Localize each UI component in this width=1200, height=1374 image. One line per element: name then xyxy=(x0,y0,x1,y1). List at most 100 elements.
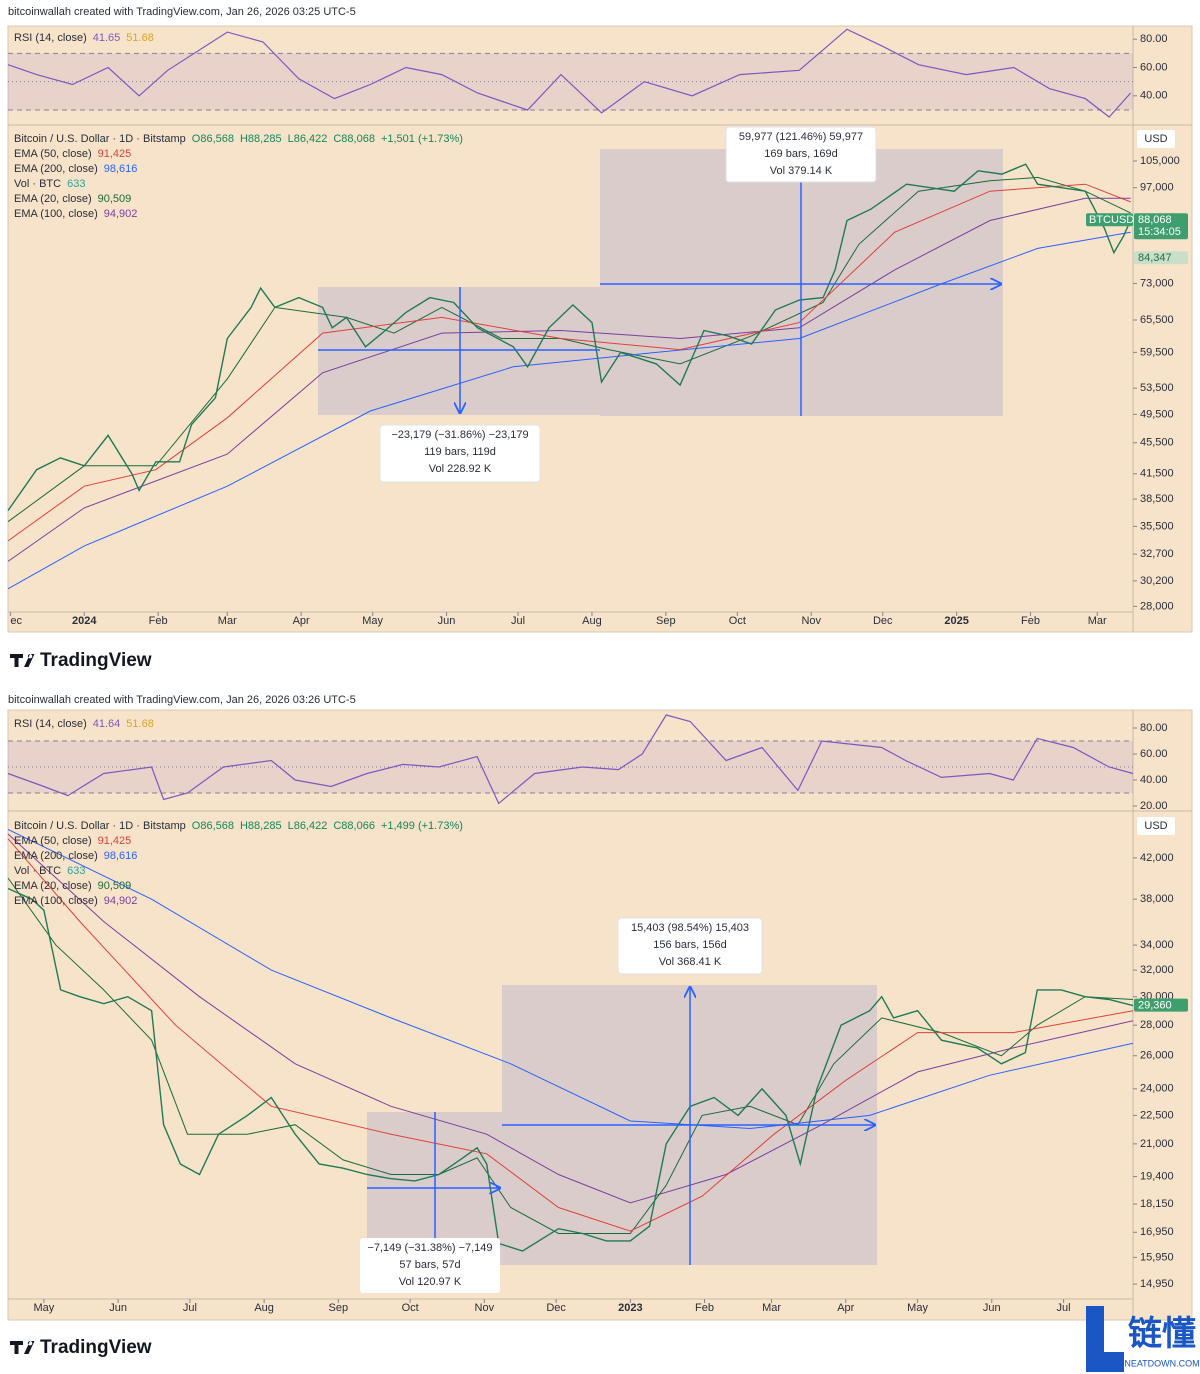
y-tick-label: 59,500 xyxy=(1140,346,1174,358)
y-tick-label: 41,500 xyxy=(1140,468,1174,480)
y-tick-label: 22,500 xyxy=(1140,1109,1174,1121)
y-tick-label: 30,200 xyxy=(1140,575,1174,587)
y-tick-label: 45,500 xyxy=(1140,437,1174,449)
x-tick-label: Feb xyxy=(149,615,168,627)
measure-label: 15,403 (98.54%) 15,403 xyxy=(631,922,749,934)
measure-label: 119 bars, 119d xyxy=(424,446,496,458)
legend-value: 94,902 xyxy=(104,208,138,220)
legend-title: Bitcoin / U.S. Dollar · 1D · Bitstamp xyxy=(14,133,186,145)
x-tick-label: Sep xyxy=(329,1302,349,1314)
measure-label: Vol 379.14 K xyxy=(770,165,833,177)
price-label-box xyxy=(1134,251,1188,265)
legend-value: 98,616 xyxy=(104,163,138,175)
x-tick-label: May xyxy=(34,1302,55,1314)
rsi-legend-value: 41.64 xyxy=(93,718,121,730)
measure-label: Vol 120.97 K xyxy=(399,1276,462,1288)
legend-title: Bitcoin / U.S. Dollar · 1D · Bitstamp xyxy=(14,820,186,832)
rsi-line xyxy=(7,714,1134,805)
rsi-band xyxy=(8,741,1133,794)
legend-value: 90,509 xyxy=(98,193,132,205)
measure-label: Vol 368.41 K xyxy=(659,956,722,968)
x-tick-label: Apr xyxy=(293,615,310,627)
legend-name: EMA (50, close) xyxy=(14,835,92,847)
legend-ohlc: +1,501 (+1.73%) xyxy=(381,133,463,145)
y-tick-label: 38,000 xyxy=(1140,893,1174,905)
symbol-label: BTCUSD xyxy=(1089,214,1134,226)
legend-value: 98,616 xyxy=(104,850,138,862)
x-tick-label: Jul xyxy=(183,1302,197,1314)
measure-label-box xyxy=(725,126,877,183)
legend-value: 91,425 xyxy=(98,835,132,847)
x-tick-label: 2024 xyxy=(72,615,97,627)
legend-ohlc: C88,066 xyxy=(333,820,375,832)
x-tick-label: Mar xyxy=(762,1302,781,1314)
y-tick-label: 97,000 xyxy=(1140,182,1174,194)
x-tick-label: Dec xyxy=(546,1302,566,1314)
rsi-tick-label: 60.00 xyxy=(1140,61,1168,73)
legend-name: EMA (100, close) xyxy=(14,208,98,220)
legend-name: EMA (20, close) xyxy=(14,193,92,205)
x-tick-label: Dec xyxy=(873,615,893,627)
legend-name: EMA (50, close) xyxy=(14,148,92,160)
watermark-url: NEATDOWN.COM xyxy=(1124,1358,1199,1368)
y-tick-label: 105,000 xyxy=(1140,155,1180,167)
y-tick-label: 26,000 xyxy=(1140,1050,1174,1062)
watermark-title: 链懂 xyxy=(1128,1315,1196,1353)
x-tick-label: ec xyxy=(10,615,22,627)
legend-value: 90,509 xyxy=(98,880,132,892)
legend-ohlc: C88,068 xyxy=(333,133,375,145)
logo-icon xyxy=(10,1341,35,1354)
legend-ohlc: L86,422 xyxy=(288,133,328,145)
measure-label: Vol 228.92 K xyxy=(429,463,492,475)
rsi-legend-value: 41.65 xyxy=(93,32,121,44)
price-countdown: 15:34:05 xyxy=(1138,226,1181,238)
legend-ohlc: O86,568 xyxy=(192,133,234,145)
rsi-tick-label: 20.00 xyxy=(1140,800,1168,812)
x-tick-label: Oct xyxy=(729,615,746,627)
legend-ohlc: H88,285 xyxy=(240,820,282,832)
legend-ohlc: L86,422 xyxy=(288,820,328,832)
y-tick-label: 32,000 xyxy=(1140,964,1174,976)
logo-icon xyxy=(10,654,35,667)
rsi-tick-label: 40.00 xyxy=(1140,774,1168,786)
legend-ohlc: H88,285 xyxy=(240,133,282,145)
rsi-tick-label: 60.00 xyxy=(1140,748,1168,760)
legend-value: 91,425 xyxy=(98,148,132,160)
rsi-tick-label: 80.00 xyxy=(1140,722,1168,734)
y-tick-label: 34,000 xyxy=(1140,939,1174,951)
legend-name: EMA (200, close) xyxy=(14,163,98,175)
logo-text: TradingView xyxy=(40,650,152,671)
ema-line xyxy=(7,838,1134,1232)
x-tick-label: 2025 xyxy=(944,615,968,627)
y-tick-label: 15,950 xyxy=(1140,1251,1174,1263)
price-label: 84,347 xyxy=(1138,252,1172,264)
x-tick-label: Apr xyxy=(837,1302,854,1314)
ema-line xyxy=(7,231,1131,590)
legend-ohlc: O86,568 xyxy=(192,820,234,832)
x-tick-label: May xyxy=(362,615,383,627)
currency-box xyxy=(1137,130,1175,148)
y-tick-label: 18,150 xyxy=(1140,1198,1174,1210)
measure-label: 169 bars, 169d xyxy=(764,148,837,160)
x-tick-label: Nov xyxy=(475,1302,495,1314)
logo-text: TradingView xyxy=(40,1337,152,1358)
ema-line xyxy=(7,183,1131,542)
y-tick-label: 65,500 xyxy=(1140,314,1174,326)
y-tick-label: 35,500 xyxy=(1140,520,1174,532)
y-tick-label: 53,500 xyxy=(1140,382,1174,394)
x-tick-label: Mar xyxy=(218,615,237,627)
ema-line xyxy=(7,197,1131,562)
currency-box xyxy=(1137,817,1175,835)
legend-name: Vol · BTC xyxy=(14,865,61,877)
measure-label-box xyxy=(617,917,763,975)
x-tick-label: Sep xyxy=(656,615,676,627)
legend-ohlc: +1,499 (+1.73%) xyxy=(381,820,463,832)
x-tick-label: Jun xyxy=(983,1302,1001,1314)
measure-label: −7,149 (−31.38%) −7,149 xyxy=(367,1242,492,1254)
price-line xyxy=(7,163,1132,512)
x-tick-label: Aug xyxy=(582,615,602,627)
symbol-box xyxy=(1086,213,1133,227)
y-tick-label: 42,000 xyxy=(1140,852,1174,864)
